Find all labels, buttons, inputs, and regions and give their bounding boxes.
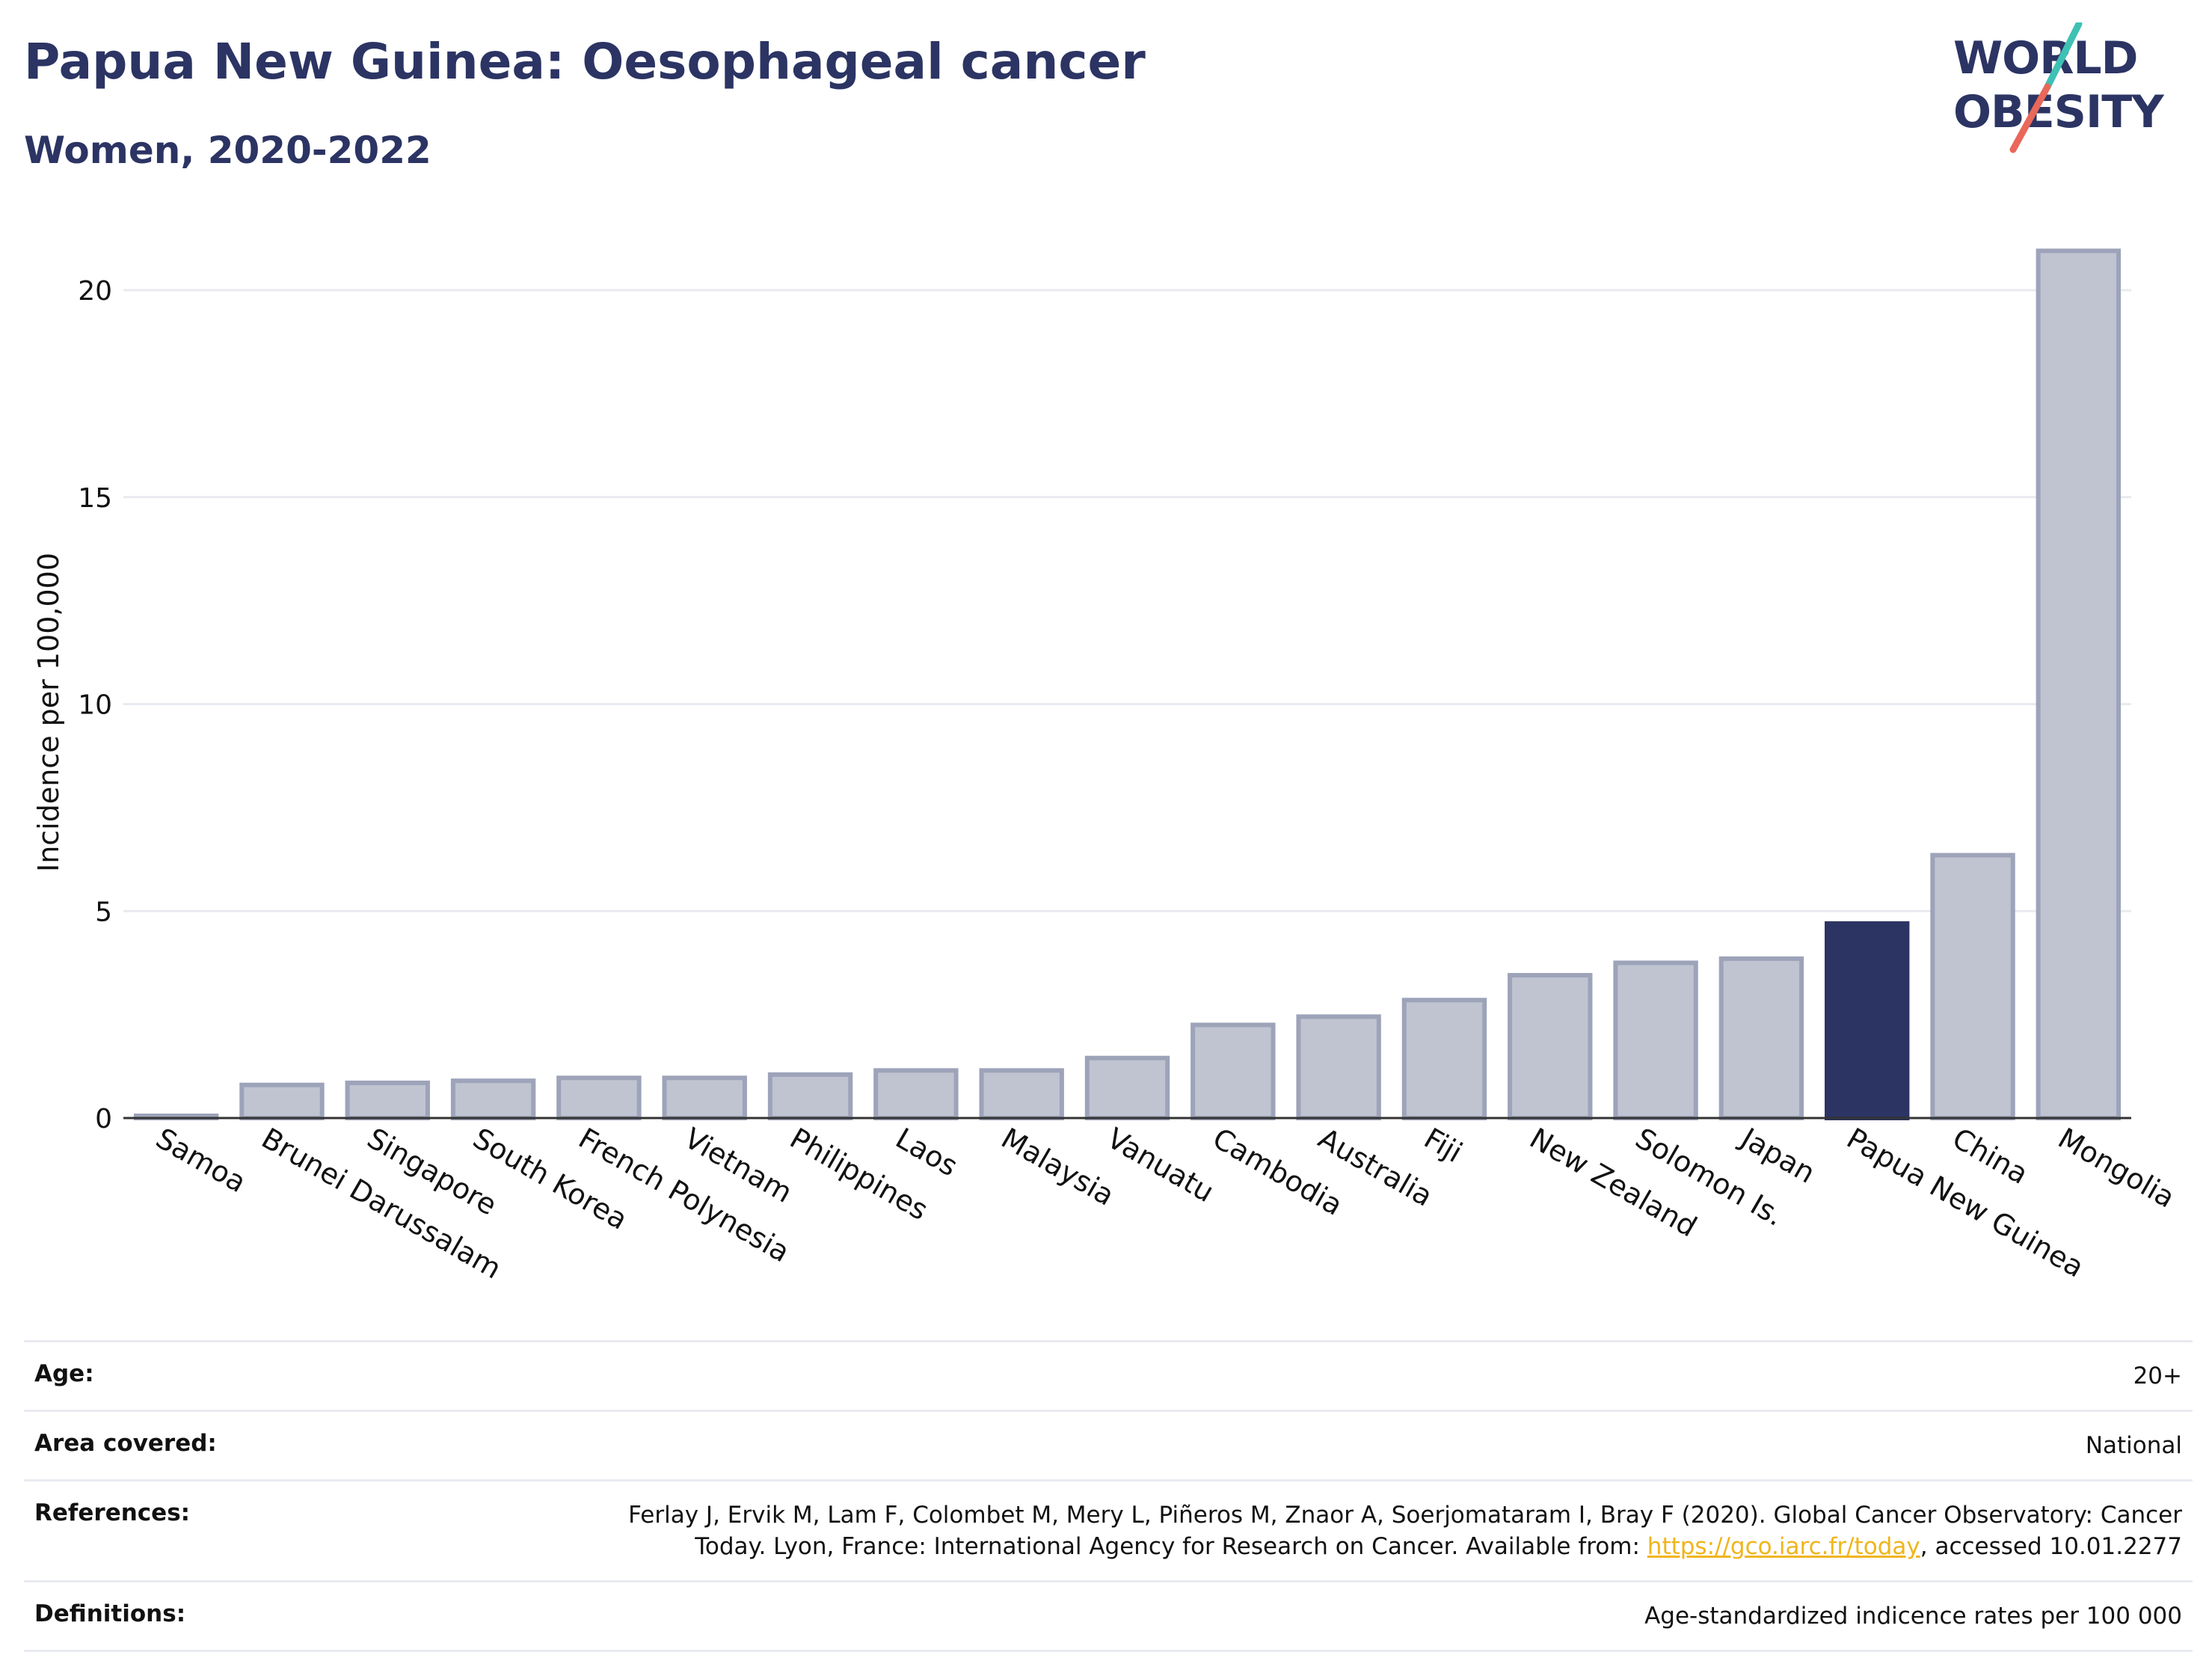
y-tick-label: 20 — [78, 276, 112, 307]
chart-subtitle: Women, 2020-2022 — [24, 129, 431, 172]
bar — [345, 1080, 430, 1121]
bar — [1508, 973, 1593, 1120]
bar — [1825, 921, 1910, 1120]
bar — [1191, 1022, 1276, 1121]
references-value: Ferlay J, Ervik M, Lam F, Colombet M, Me… — [612, 1499, 2182, 1562]
bar — [450, 1078, 536, 1121]
definitions-label: Definitions: — [34, 1600, 186, 1627]
x-tick-label: Vanuatu — [1102, 1122, 1220, 1209]
bar — [1296, 1014, 1381, 1120]
bar — [979, 1068, 1064, 1121]
logo-line1: WORLD — [1953, 32, 2137, 85]
bar — [556, 1075, 642, 1121]
y-tick-label: 5 — [95, 897, 112, 927]
references-label: References: — [34, 1499, 191, 1526]
grid-lines — [123, 289, 2131, 912]
area-value: National — [2085, 1432, 2182, 1459]
bar — [1084, 1055, 1170, 1121]
references-suffix: , accessed 10.01.2277 — [1920, 1533, 2182, 1560]
meta-row-definitions: Definitions: Age-standardized indicence … — [24, 1580, 2193, 1652]
bar — [1401, 998, 1487, 1120]
x-tick-label: Malaysia — [996, 1122, 1120, 1212]
meta-row-area: Area covered: National — [24, 1410, 2193, 1479]
age-label: Age: — [34, 1360, 94, 1387]
logo-line2: OBESITY — [1953, 86, 2165, 138]
bar — [2036, 248, 2122, 1121]
definitions-value: Age-standardized indicence rates per 100… — [1644, 1603, 2182, 1630]
logo-slash-bottom — [2009, 83, 2051, 153]
x-tick-label: Samoa — [150, 1122, 251, 1200]
x-tick-label: Mongolia — [2053, 1122, 2181, 1215]
y-axis-label: Incidence per 100,000 — [32, 553, 65, 872]
y-tick-labels: 0 5 10 15 20 — [78, 276, 112, 1134]
x-tick-label: Laos — [890, 1122, 963, 1183]
y-tick-label: 15 — [78, 483, 112, 514]
bar — [767, 1072, 853, 1120]
bar — [1613, 960, 1698, 1120]
bars — [133, 248, 2122, 1121]
bar — [1718, 956, 1804, 1120]
bar — [873, 1068, 959, 1121]
logo-slash-top — [2044, 22, 2083, 90]
meta-row-references: References: Ferlay J, Ervik M, Lam F, Co… — [24, 1479, 2193, 1580]
world-obesity-logo: WORLD OBESITY — [1953, 22, 2166, 153]
chart-title: Papua New Guinea: Oesophageal cancer — [24, 33, 1146, 90]
y-tick-label: 0 — [95, 1104, 112, 1134]
bar — [239, 1082, 325, 1120]
references-link[interactable]: https://gco.iarc.fr/today — [1647, 1533, 1920, 1560]
metadata-table: Age: 20+ Area covered: National Referenc… — [24, 1340, 2193, 1652]
references-text: Ferlay J, Ervik M, Lam F, Colombet M, Me… — [628, 1502, 2182, 1560]
meta-row-age: Age: 20+ — [24, 1340, 2193, 1410]
bar — [662, 1075, 747, 1121]
bar — [1930, 853, 2015, 1120]
age-value: 20+ — [2133, 1363, 2182, 1390]
bar-chart: 0 5 10 15 20 Samoa Brunei DarussalamSingapore… — [32, 248, 2181, 1286]
y-tick-label: 10 — [78, 690, 112, 721]
x-tick-label: Fiji — [1419, 1122, 1468, 1169]
area-label: Area covered: — [34, 1430, 217, 1457]
